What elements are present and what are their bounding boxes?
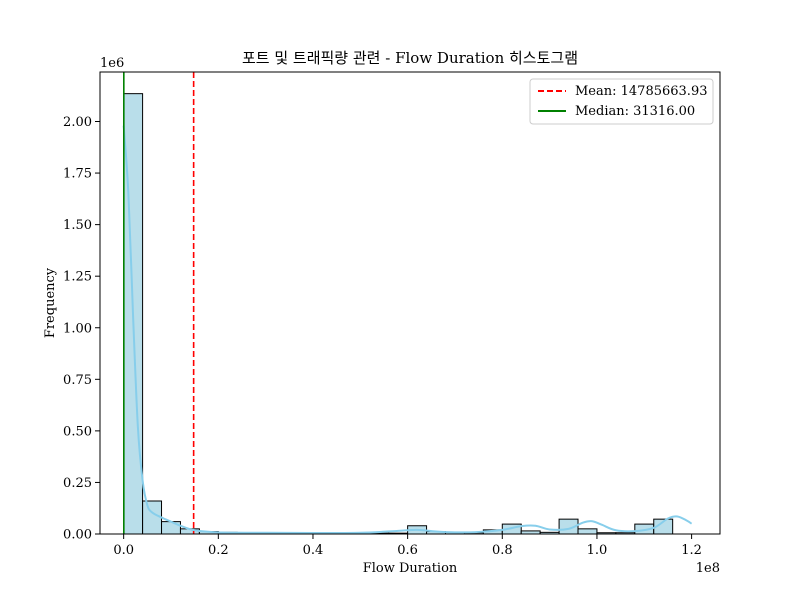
histogram-bar — [577, 528, 598, 535]
x-axis-ticks: 0.0 0.2 0.4 0.6 0.8 1.0 1.2 — [113, 534, 702, 558]
x-tick-label: 0.0 — [113, 543, 134, 558]
y-offset-label: 1e6 — [100, 56, 124, 71]
y-tick-label: 0.00 — [63, 528, 92, 543]
x-axis-label: Flow Duration — [363, 561, 458, 576]
x-tick-label: 0.6 — [397, 543, 418, 558]
legend-box — [529, 78, 714, 125]
y-tick-label: 1.00 — [63, 321, 92, 336]
x-offset-label: 1e8 — [696, 561, 720, 576]
legend-median-label: Median: 31316.00 — [575, 104, 695, 119]
y-tick-label: 1.25 — [63, 270, 92, 285]
histogram-bar — [142, 500, 163, 535]
legend: Mean: 14785663.93 Median: 31316.00 — [529, 78, 714, 125]
x-tick-label: 0.2 — [208, 543, 229, 558]
kde-curve — [122, 125, 693, 534]
chart-title: 포트 및 트래픽량 관련 - Flow Duration 히스토그램 — [242, 49, 578, 67]
legend-mean-label: Mean: 14785663.93 — [575, 84, 707, 99]
x-tick-label: 0.8 — [492, 543, 513, 558]
y-tick-label: 0.75 — [63, 373, 92, 388]
y-tick-label: 0.50 — [63, 424, 92, 439]
y-axis-label: Frequency — [43, 267, 58, 338]
histogram-bar — [161, 521, 181, 535]
y-tick-label: 0.25 — [63, 476, 92, 491]
y-tick-label: 1.50 — [63, 218, 92, 233]
y-axis-ticks: 0.00 0.25 0.50 0.75 1.00 1.25 1.50 1.75 2.00 — [63, 115, 100, 543]
y-tick-label: 2.00 — [63, 115, 92, 130]
reference-lines — [123, 72, 195, 534]
x-tick-label: 0.4 — [303, 543, 324, 558]
x-tick-label: 1.2 — [681, 543, 702, 558]
x-tick-label: 1.0 — [587, 543, 608, 558]
axes-frame — [99, 71, 721, 535]
y-tick-label: 1.75 — [63, 167, 92, 182]
